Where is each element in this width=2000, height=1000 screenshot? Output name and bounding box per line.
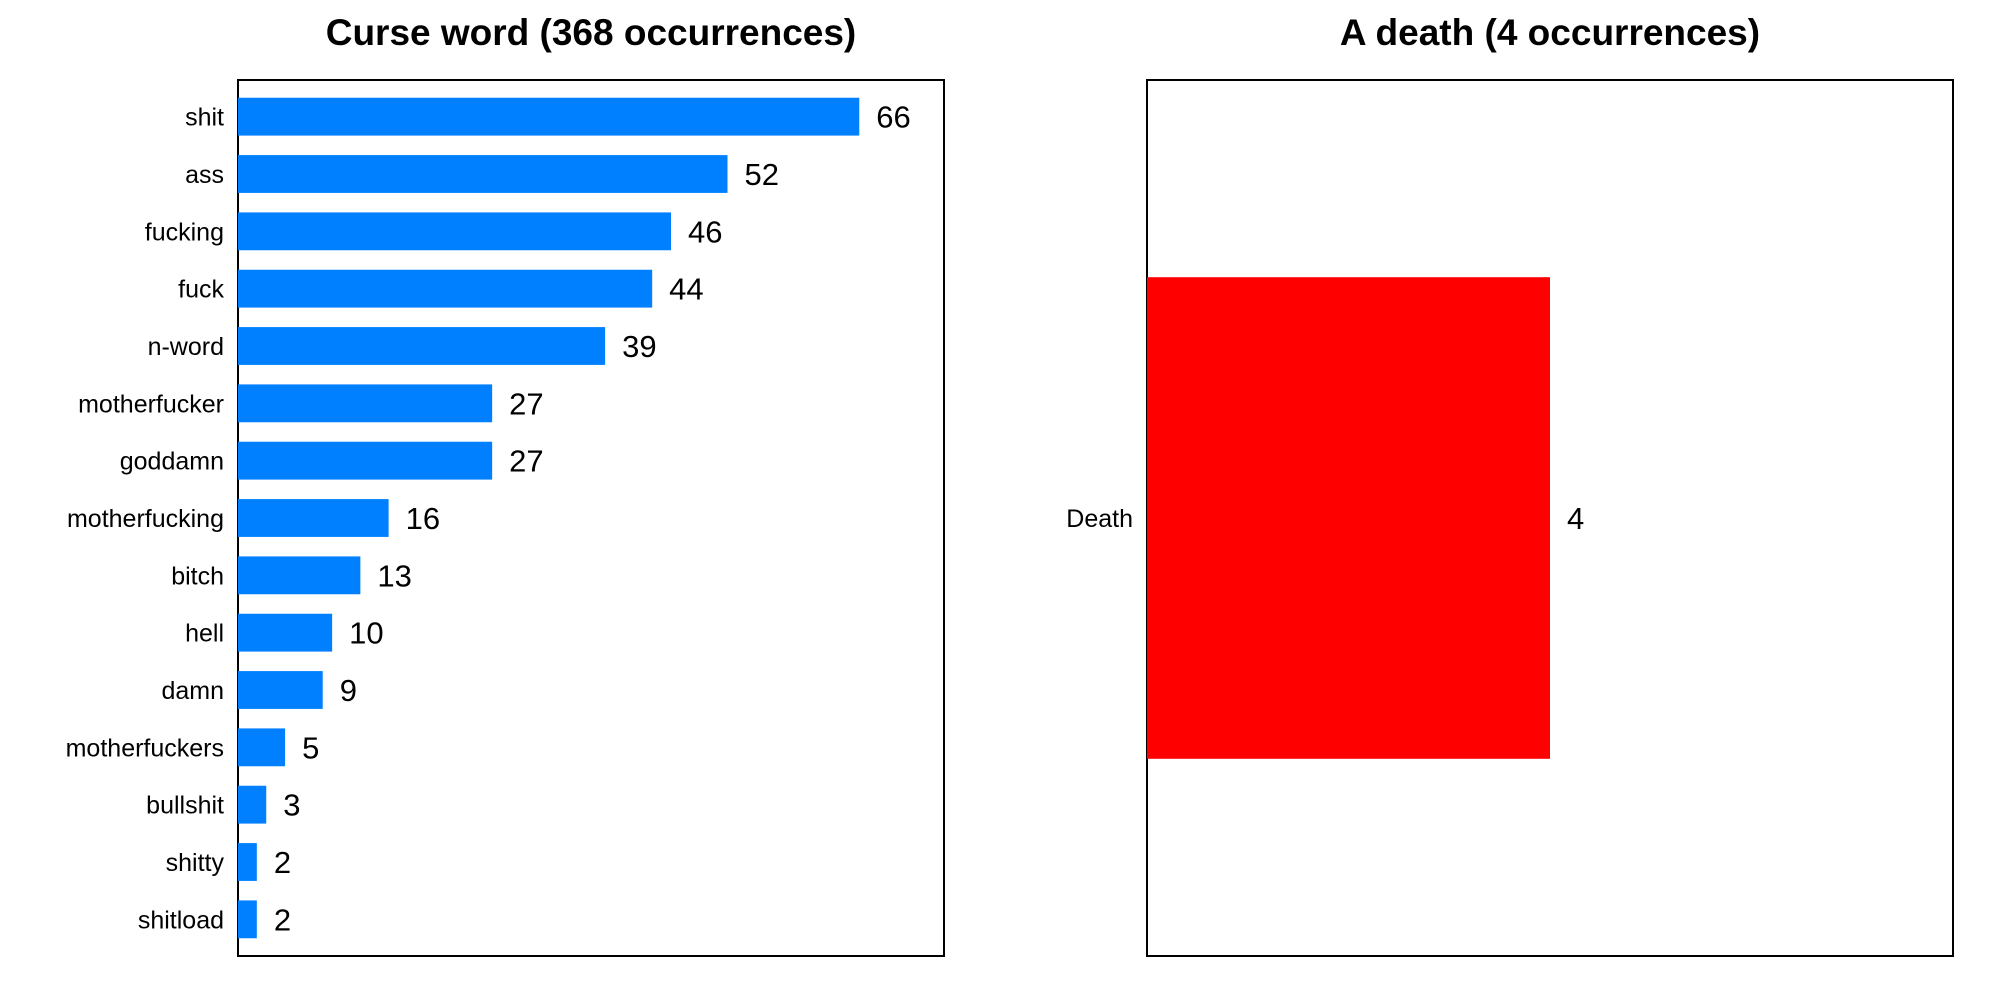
data-label: 2	[274, 845, 291, 880]
bar-ass	[238, 155, 728, 193]
bar-hell	[238, 613, 333, 652]
category-label: Death	[1066, 505, 1133, 533]
death-chart: A death (4 occurrences) Death 4	[1066, 12, 1954, 957]
bar-goddamn	[238, 441, 493, 480]
category-label: fuck	[178, 276, 224, 304]
bar-n-word	[238, 327, 606, 365]
data-label: 46	[688, 214, 722, 249]
bar-motherfuckers	[238, 728, 286, 767]
chart-title: A death (4 occurrences)	[1340, 12, 1760, 53]
bar-fucking	[238, 212, 672, 251]
category-label: goddamn	[120, 448, 224, 476]
bar-motherfucker	[238, 384, 493, 423]
category-label: ass	[185, 161, 224, 189]
bar-motherfucking	[238, 499, 389, 537]
data-label: 4	[1567, 501, 1584, 536]
bar-group: Death 4	[1066, 277, 1584, 759]
category-label: hell	[185, 620, 224, 648]
category-label: bitch	[171, 562, 224, 590]
category-label: fucking	[145, 218, 224, 246]
category-label: shitload	[138, 906, 224, 934]
category-label: motherfuckers	[66, 734, 224, 762]
data-label: 27	[509, 444, 543, 479]
data-label: 27	[509, 386, 543, 421]
category-label: bullshit	[146, 792, 224, 820]
data-label: 16	[406, 501, 440, 536]
chart-title: Curse word (368 occurrences)	[326, 12, 857, 53]
bar-damn	[238, 671, 323, 709]
data-label: 13	[377, 558, 411, 593]
data-label: 39	[622, 329, 656, 364]
bar-bitch	[238, 556, 361, 595]
data-label: 9	[340, 673, 357, 708]
bar-shitty	[238, 843, 257, 881]
data-label: 44	[669, 272, 703, 307]
category-label: shitty	[166, 849, 225, 877]
data-label: 52	[744, 157, 778, 192]
data-label: 66	[876, 100, 910, 135]
bar-shit	[238, 97, 860, 136]
category-label: damn	[161, 677, 224, 705]
bar-shitload	[238, 900, 257, 939]
bar-fuck	[238, 269, 653, 308]
bar-death	[1147, 277, 1550, 759]
data-label: 3	[283, 788, 300, 823]
category-label: motherfucking	[67, 505, 224, 533]
category-label: shit	[185, 104, 224, 132]
data-label: 10	[349, 616, 383, 651]
data-label: 5	[302, 730, 319, 765]
data-label: 2	[274, 902, 291, 937]
category-label: n-word	[148, 333, 224, 361]
bar-bullshit	[238, 785, 267, 824]
category-label: motherfucker	[78, 390, 224, 418]
